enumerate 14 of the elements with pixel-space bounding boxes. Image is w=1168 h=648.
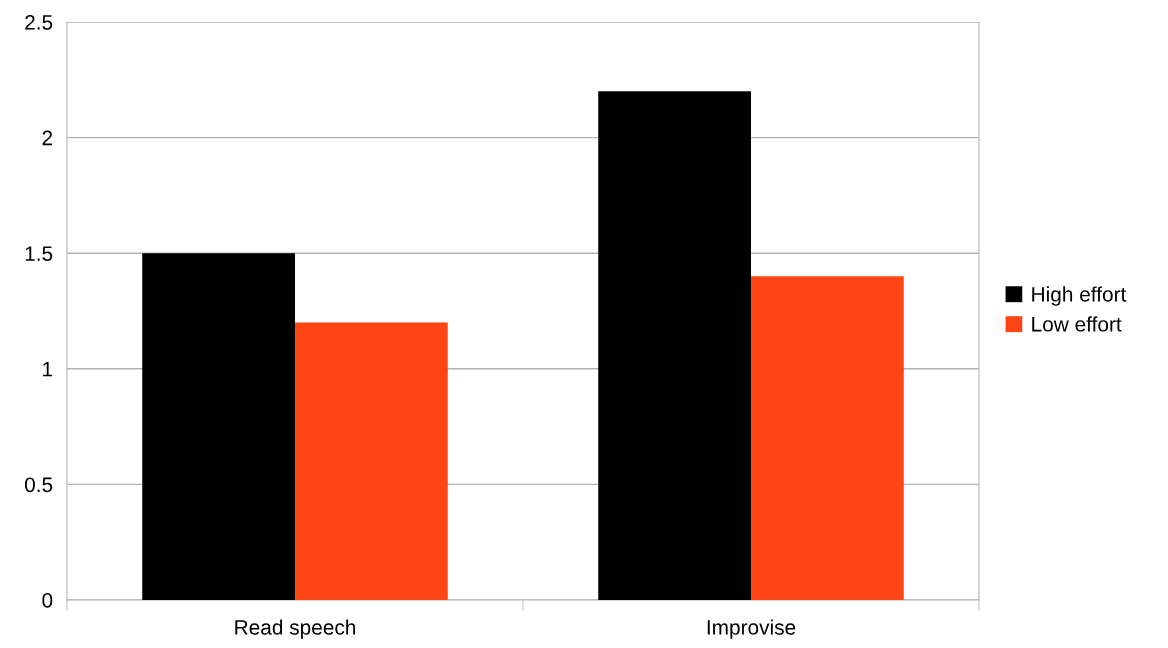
y-tick-label: 1 — [43, 362, 53, 377]
bar — [751, 276, 904, 600]
bar — [142, 253, 295, 600]
y-tick-label: 0.5 — [24, 477, 53, 493]
legend-label: High effort — [1032, 286, 1127, 306]
y-tick-label: 2 — [42, 130, 53, 146]
bar — [295, 322, 448, 600]
y-tick-label: 1.5 — [25, 246, 53, 261]
bar — [598, 91, 751, 600]
y-tick-label: 2.5 — [25, 15, 53, 30]
x-tick-label: Improvise — [707, 619, 796, 639]
y-tick-label: 0 — [42, 593, 53, 608]
legend-label: Low effort — [1032, 316, 1122, 332]
x-tick-label: Read speech — [235, 619, 356, 639]
